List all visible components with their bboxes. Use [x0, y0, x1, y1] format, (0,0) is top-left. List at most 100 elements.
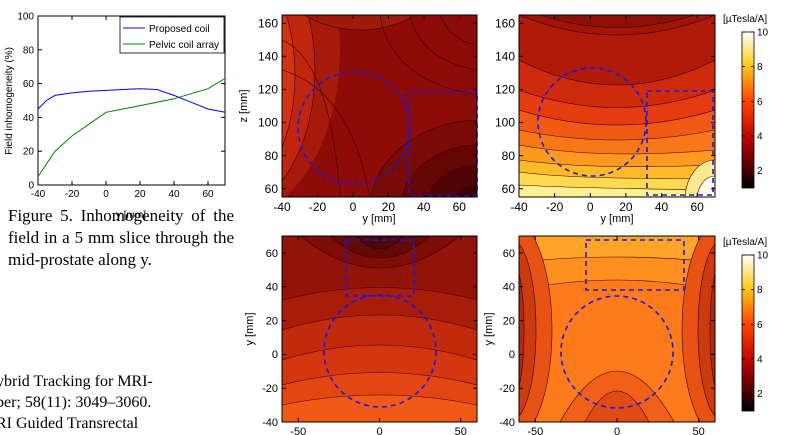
x-tick-label: 40 — [168, 189, 180, 200]
x-tick-label: -40 — [31, 189, 46, 200]
x-tick-label: -50 — [527, 426, 543, 435]
colorbar-tick-label: 6 — [757, 320, 763, 331]
x-tick-label: -20 — [546, 200, 564, 214]
colorbar-tick-label: 10 — [757, 251, 769, 262]
y-tick-label: -20 — [499, 383, 515, 395]
heatmap-bottom-left: -50 0 50 -40 -20 0 20 40 60 y [mm] — [244, 235, 478, 435]
reference-line: ber; 58(11): 3049–3060. — [0, 394, 152, 411]
roi-circle — [323, 294, 437, 408]
colorbar-top-gradient — [741, 31, 755, 189]
y-tick-label: 160 — [495, 16, 515, 30]
x-tick-label: -20 — [65, 189, 80, 200]
heatmap-top-left-frame — [281, 14, 478, 198]
heatmap-top-right-y-ticks: 60 80 100 120 140 160 — [495, 16, 715, 196]
legend-box — [119, 16, 225, 54]
colorbar-top-label: [µTesla/A] — [723, 14, 767, 25]
y-tick-label: 100 — [258, 116, 278, 130]
colorbar-tick-label: 2 — [757, 389, 763, 400]
heatmap-top-left-x-ticks: -40 -20 0 20 40 60 — [273, 15, 466, 214]
reference-line: ybrid Tracking for MRI- — [0, 373, 153, 390]
x-tick-label: 40 — [655, 200, 669, 214]
reference-line: RI Guided Transrectal — [0, 415, 139, 432]
colorbar-tick-label: 10 — [757, 28, 769, 39]
y-tick-label: 60 — [23, 79, 35, 90]
heatmap-top-left-field — [282, 15, 477, 197]
colorbar-bottom: [µTesla/A] 2 4 6 8 10 — [723, 237, 769, 412]
colorbar-bottom-ticks: 2 4 6 8 10 — [742, 251, 769, 400]
heatmap-bottom-right-y-label: y [mm] — [483, 313, 495, 346]
heatmap-bottom-right: -50 0 50 -40 -20 0 20 40 60 y [mm] — [483, 235, 716, 435]
x-tick-label: 60 — [691, 200, 705, 214]
heatmap-top-left-x-label: y [mm] — [363, 213, 396, 225]
colorbar-tick-label: 4 — [757, 355, 763, 366]
colorbar-tick-label: 8 — [757, 285, 763, 296]
y-tick-label: 20 — [503, 315, 515, 327]
colorbar-bottom-gradient — [741, 254, 755, 412]
x-tick-label: 50 — [693, 426, 705, 435]
roi-circle — [297, 71, 411, 185]
heatmap-top-right-field — [519, 15, 715, 197]
heatmap-top-right-frame — [518, 14, 716, 198]
y-tick-label: -40 — [499, 417, 515, 429]
y-tick-label: 20 — [23, 147, 35, 158]
line-chart-series — [37, 78, 226, 177]
y-tick-label: 60 — [265, 182, 279, 196]
y-tick-label: 40 — [266, 282, 278, 294]
roi-rectangle — [345, 239, 415, 297]
heatmap-bottom-left-y-ticks: -40 -20 0 20 40 60 — [262, 248, 477, 429]
heatmap-bottom-right-y-ticks: -40 -20 0 20 40 60 — [499, 248, 715, 429]
x-tick-label: 0 — [103, 189, 109, 200]
x-tick-label: 50 — [455, 426, 467, 435]
x-tick-label: 0 — [376, 426, 382, 435]
x-tick-label: -20 — [309, 200, 327, 214]
roi-circle — [537, 67, 647, 177]
colorbar-bottom-label: [µTesla/A] — [723, 237, 767, 248]
x-tick-label: 20 — [382, 200, 396, 214]
y-tick-label: 100 — [495, 116, 515, 130]
x-tick-label: 40 — [417, 200, 431, 214]
y-tick-label: 80 — [502, 149, 516, 163]
legend-entry-proposed: Proposed coil — [149, 24, 210, 35]
y-tick-label: 60 — [266, 248, 278, 260]
y-tick-label: 80 — [23, 45, 35, 56]
y-tick-label: 140 — [258, 50, 278, 64]
y-tick-label: -40 — [262, 417, 278, 429]
x-tick-label: 0 — [614, 426, 620, 435]
legend-entry-pelvic: Pelvic coil array — [149, 40, 219, 51]
series-line-proposed-coil — [37, 88, 226, 113]
y-tick-label: 40 — [23, 113, 35, 124]
x-tick-label: 0 — [587, 200, 594, 214]
colorbar-tick-label: 2 — [757, 166, 763, 177]
y-tick-label: 100 — [17, 12, 34, 23]
y-tick-label: 0 — [28, 181, 34, 192]
x-tick-label: 60 — [202, 189, 214, 200]
y-tick-label: 60 — [502, 182, 516, 196]
colorbar-top: [µTesla/A] 2 4 6 8 10 — [723, 14, 769, 189]
heatmap-bottom-right-field — [519, 236, 715, 422]
y-tick-label: 0 — [272, 349, 278, 361]
heatmap-top-left-y-label: z [mm] — [238, 90, 250, 123]
y-tick-label: -20 — [262, 383, 278, 395]
references-fragment: ybrid Tracking for MRI- ber; 58(11): 304… — [0, 371, 236, 435]
roi-rectangle — [646, 90, 714, 196]
heatmap-bottom-left-field — [282, 236, 477, 422]
figure-caption: Figure 5. Inhomogeneity of the field in … — [8, 206, 234, 269]
x-tick-label: 20 — [134, 189, 146, 200]
x-tick-label: 0 — [350, 200, 357, 214]
roi-circle — [560, 295, 674, 409]
colorbar-top-ticks: 2 4 6 8 10 — [742, 28, 769, 177]
y-tick-label: 20 — [266, 315, 278, 327]
heatmap-top-right-x-label: y [mm] — [601, 213, 634, 225]
series-line-pelvic-coil-array — [37, 78, 226, 177]
y-tick-label: 40 — [503, 282, 515, 294]
y-tick-label: 120 — [258, 83, 278, 97]
x-tick-label: -50 — [290, 426, 306, 435]
line-chart: -40 -20 0 20 40 60 0 20 40 60 80 100 y [mm] Field … — [4, 12, 226, 221]
y-tick-label: 160 — [258, 16, 278, 30]
heatmap-bottom-left-y-label: y [mm] — [244, 313, 256, 346]
y-tick-label: 60 — [503, 248, 515, 260]
x-tick-label: 20 — [619, 200, 633, 214]
line-chart-legend: Proposed coil Pelvic coil array — [119, 16, 225, 54]
line-chart-y-label: Field inhomogeneity (%) — [4, 47, 15, 155]
